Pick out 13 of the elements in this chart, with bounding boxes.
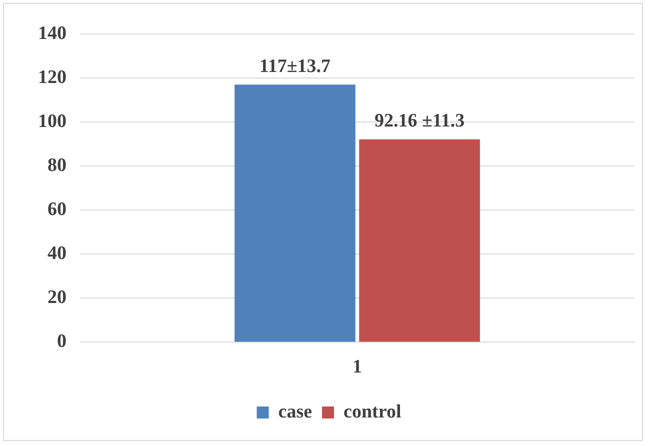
x-tick-label: 1 [352,356,362,378]
y-tick-label: 140 [38,22,66,44]
y-tick-label: 40 [48,243,66,264]
y-tick-label: 80 [48,154,66,176]
y-tick-label: 60 [48,199,66,220]
data-label: 117±13.7 [259,56,332,78]
y-tick-label: 20 [48,287,66,308]
y-tick-label: 0 [57,331,66,352]
legend-label: case [278,401,312,422]
y-tick-label: 100 [38,110,66,132]
legend-label: control [344,401,402,422]
y-tick-label: 120 [38,66,66,88]
data-label: 92.16 ±11.3 [374,110,465,132]
